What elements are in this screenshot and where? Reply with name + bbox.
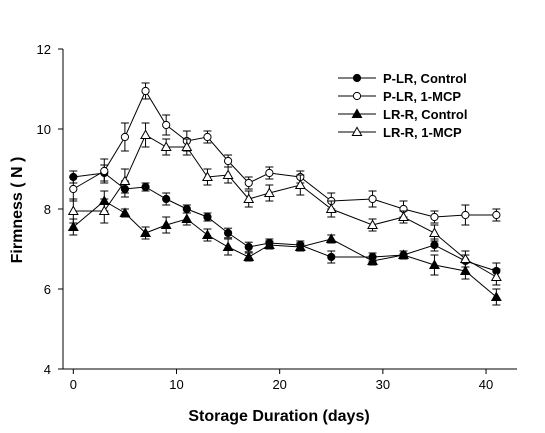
- x-tick-label: 40: [479, 377, 493, 392]
- y-tick-label: 6: [44, 282, 51, 297]
- data-point: [459, 253, 471, 263]
- data-point: [181, 141, 193, 151]
- data-point: [223, 156, 233, 166]
- data-point: [265, 168, 274, 178]
- data-point: [201, 229, 213, 239]
- series-3: [67, 190, 502, 306]
- y-tick-label: 10: [37, 122, 51, 137]
- data-point: [98, 205, 110, 215]
- data-point: [243, 193, 255, 203]
- data-point: [367, 219, 379, 229]
- data-point: [119, 175, 131, 185]
- legend-label: LR-R, Control: [383, 107, 467, 122]
- data-point: [461, 210, 470, 220]
- data-point: [69, 184, 78, 194]
- data-point: [492, 210, 501, 220]
- x-axis-title: Storage Duration (days): [188, 408, 369, 425]
- data-point: [67, 205, 79, 215]
- data-point: [327, 252, 336, 262]
- legend-item: P-LR, Control: [338, 71, 467, 86]
- y-tick-label: 8: [44, 202, 51, 217]
- data-point: [140, 227, 152, 237]
- plot-area: [67, 82, 502, 306]
- axes: 0 10 20 30 40 4 6 8 10 12: [37, 42, 517, 392]
- data-point: [428, 227, 440, 237]
- data-point: [430, 240, 439, 250]
- data-point: [223, 228, 233, 238]
- data-point: [243, 251, 255, 261]
- data-point: [140, 129, 152, 139]
- x-tick-label: 0: [70, 377, 77, 392]
- legend-item: LR-R, Control: [338, 107, 467, 122]
- legend-marker: [351, 108, 363, 118]
- data-point: [182, 204, 191, 214]
- series-line: [73, 134, 497, 278]
- data-point: [67, 221, 79, 231]
- legend-item: P-LR, 1-MCP: [338, 89, 461, 104]
- y-tick-label: 12: [37, 42, 51, 57]
- series-4: [67, 122, 502, 286]
- data-point: [398, 211, 409, 221]
- legend-marker: [352, 91, 362, 101]
- data-point: [490, 291, 502, 301]
- legend-marker: [351, 126, 363, 136]
- data-point: [141, 86, 150, 96]
- data-point: [430, 212, 439, 222]
- legend-marker: [352, 73, 362, 83]
- data-point: [141, 182, 150, 192]
- data-point: [100, 166, 109, 176]
- data-point: [294, 241, 306, 251]
- data-point: [263, 187, 275, 197]
- data-point: [325, 203, 337, 213]
- data-point: [160, 219, 172, 229]
- data-point: [459, 265, 471, 275]
- data-point: [119, 207, 131, 217]
- data-point: [222, 169, 234, 179]
- data-point: [244, 178, 253, 188]
- data-point: [203, 212, 212, 222]
- series-line: [73, 172, 497, 272]
- data-point: [201, 171, 213, 181]
- y-axis-title: Firmness ( N ): [9, 157, 26, 264]
- data-point: [294, 179, 306, 189]
- legend-label: P-LR, 1-MCP: [383, 89, 461, 104]
- data-point: [203, 132, 212, 142]
- data-point: [120, 132, 130, 142]
- legend-item: LR-R, 1-MCP: [338, 125, 462, 140]
- series-2: [69, 82, 501, 226]
- data-point: [162, 120, 171, 130]
- x-tick-label: 20: [272, 377, 286, 392]
- data-point: [244, 242, 253, 252]
- y-tick-label: 4: [44, 362, 51, 377]
- data-point: [263, 239, 275, 249]
- data-point: [181, 213, 193, 223]
- data-point: [160, 141, 172, 151]
- data-point: [367, 255, 379, 265]
- data-point: [368, 194, 377, 204]
- legend-label: LR-R, 1-MCP: [383, 125, 462, 140]
- data-point: [490, 271, 502, 281]
- legend-label: P-LR, Control: [383, 71, 467, 86]
- data-point: [162, 194, 171, 204]
- data-point: [428, 259, 440, 269]
- legend: P-LR, Control P-LR, 1-MCP LR-R, Control LR-…: [338, 71, 467, 140]
- x-tick-label: 30: [376, 377, 390, 392]
- x-tick-label: 10: [169, 377, 183, 392]
- data-point: [325, 233, 337, 243]
- data-point: [222, 241, 234, 251]
- data-point: [398, 249, 409, 259]
